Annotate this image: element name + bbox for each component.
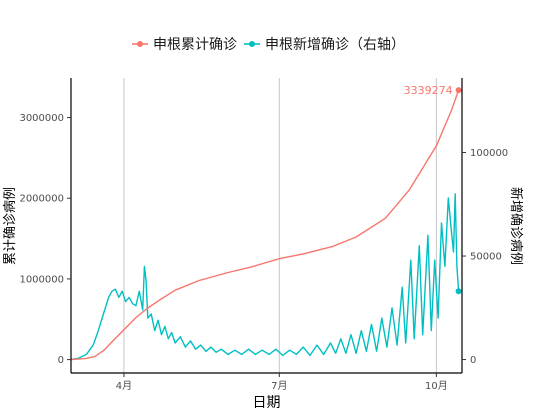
series-end-marker-cumulative xyxy=(455,87,462,94)
x-tick-label-2: 10月 xyxy=(425,380,448,392)
legend-label-cumulative: 申根累计确诊 xyxy=(153,37,237,53)
y-left-tick-label-2: 2000000 xyxy=(19,194,64,205)
y-right-tick-label-1: 50000 xyxy=(470,252,502,263)
y-right-tick-label-0: 0 xyxy=(470,355,476,366)
legend-item-cumulative[interactable]: 申根累计确诊 xyxy=(132,37,237,53)
y-axis-title-left: 累计确诊病例 xyxy=(3,187,18,265)
legend: 申根累计确诊 申根新增确诊（右轴） xyxy=(132,37,405,53)
axes-frame xyxy=(70,78,463,374)
series-line-daily xyxy=(70,193,460,361)
legend-key-marker-daily xyxy=(249,41,255,47)
y-axis-title-right: 新增确诊病例 xyxy=(508,187,524,265)
series-end-marker-daily xyxy=(455,288,462,295)
x-tick-label-0: 4月 xyxy=(116,380,132,392)
series-line-cumulative xyxy=(70,89,460,361)
gridlines xyxy=(123,78,437,373)
legend-key-marker-cumulative xyxy=(137,41,143,47)
y-left-tick-label-1: 1000000 xyxy=(19,274,64,285)
annotation-label-0: 3339274 xyxy=(404,84,453,97)
x-axis-title: 日期 xyxy=(253,395,281,411)
x-tick-label-1: 7月 xyxy=(271,380,287,392)
legend-item-daily[interactable]: 申根新增确诊（右轴） xyxy=(244,37,405,53)
ticks-layer: 4月 7月 10月 0 1000000 2000000 3000000 0 50000 10000… xyxy=(19,113,508,392)
y-right-tick-label-2: 100000 xyxy=(470,148,508,159)
y-left-tick-label-0: 0 xyxy=(58,355,64,366)
y-left-tick-label-3: 3000000 xyxy=(19,113,64,124)
legend-label-daily: 申根新增确诊（右轴） xyxy=(265,37,405,53)
annotations: 3339274 xyxy=(404,84,453,97)
series-layer xyxy=(70,87,462,361)
